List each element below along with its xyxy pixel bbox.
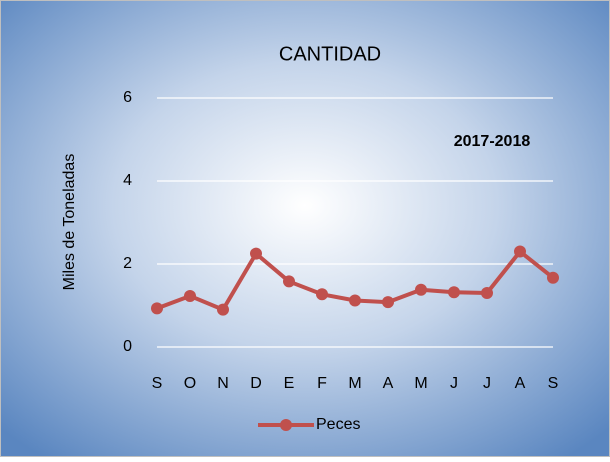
x-tick-label: D xyxy=(250,375,262,392)
y-tick-label: 0 xyxy=(123,338,132,355)
data-point xyxy=(382,296,394,309)
x-tick-label: A xyxy=(383,375,394,392)
data-point xyxy=(448,286,460,299)
x-tick-label: A xyxy=(515,375,526,392)
data-point xyxy=(481,287,493,300)
x-tick-label: J xyxy=(483,375,491,392)
data-point xyxy=(217,303,229,316)
x-tick-label: J xyxy=(450,375,458,392)
x-tick-label: E xyxy=(284,375,295,392)
x-tick-label: M xyxy=(414,375,427,392)
x-tick-label: S xyxy=(152,375,163,392)
data-point xyxy=(250,247,262,260)
data-point xyxy=(184,289,196,302)
legend-marker xyxy=(280,419,292,431)
legend-label: Peces xyxy=(316,416,360,433)
x-tick-label: O xyxy=(184,375,196,392)
data-point xyxy=(283,275,295,288)
data-point xyxy=(514,245,526,258)
data-point xyxy=(547,271,559,284)
data-point xyxy=(316,288,328,301)
x-tick-label: M xyxy=(348,375,361,392)
x-tick-label: N xyxy=(217,375,229,392)
x-tick-label: S xyxy=(548,375,559,392)
chart-title: CANTIDAD xyxy=(279,43,381,65)
y-tick-label: 4 xyxy=(123,172,132,189)
y-tick-label: 6 xyxy=(123,89,132,106)
data-point xyxy=(349,294,361,307)
data-point xyxy=(151,302,163,315)
y-tick-label: 2 xyxy=(123,255,132,272)
data-point xyxy=(415,283,427,296)
x-tick-label: F xyxy=(317,375,327,392)
y-axis-label: Miles de Toneladas xyxy=(61,154,78,291)
annotation: 2017-2018 xyxy=(454,133,531,150)
